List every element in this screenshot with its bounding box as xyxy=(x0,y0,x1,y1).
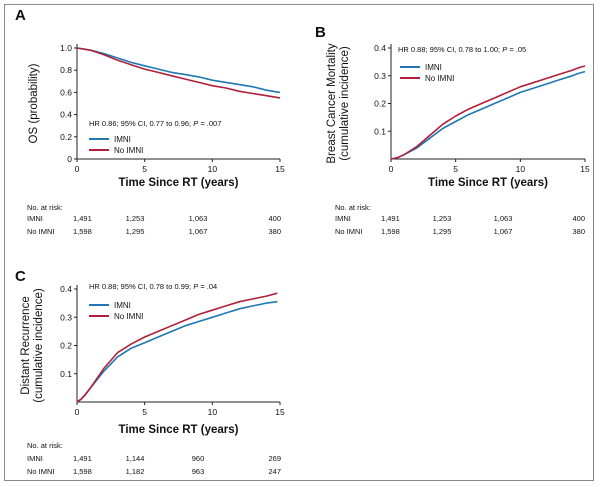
y-axis-title: OS (probability) xyxy=(28,63,40,143)
panel-letter: B xyxy=(315,24,326,41)
at-risk-header: No. at risk: xyxy=(27,441,63,450)
y-tick-label: 0.2 xyxy=(60,132,72,142)
series-line-imni xyxy=(390,70,586,160)
legend-label-no-imni: No IMNI xyxy=(114,312,143,321)
x-axis-title: Time Since RT (years) xyxy=(119,424,239,436)
x-tick-label: 0 xyxy=(75,164,80,174)
at-risk-row-label: No IMNI xyxy=(335,227,363,236)
hazard-ratio-annotation: HR 0.86; 95% CI, 0.77 to 0.96; P = .007 xyxy=(89,119,221,128)
at-risk-value: 247 xyxy=(268,467,281,476)
x-tick-label: 10 xyxy=(516,164,526,174)
x-tick-label: 5 xyxy=(142,407,147,417)
hazard-ratio-annotation: HR 0.88; 95% CI, 0.78 to 0.99; P = .04 xyxy=(89,282,217,291)
at-risk-row-label: No IMNI xyxy=(27,227,55,236)
legend-label-imni: IMNI xyxy=(114,301,131,310)
at-risk-value: 1,491 xyxy=(73,454,92,463)
at-risk-value: 1,598 xyxy=(381,227,400,236)
series-line-no-imni xyxy=(390,65,586,160)
at-risk-value: 1,182 xyxy=(126,467,145,476)
at-risk-value: 1,067 xyxy=(189,227,208,236)
y-tick-label: 0.3 xyxy=(374,71,386,81)
x-tick-label: 15 xyxy=(275,407,285,417)
at-risk-value: 380 xyxy=(572,227,585,236)
series-line-imni xyxy=(76,47,281,94)
legend-label-imni: IMNI xyxy=(425,63,442,72)
y-tick-label: 0.4 xyxy=(60,110,72,120)
y-tick-label: 0.8 xyxy=(60,65,72,75)
y-axis-title: Distant Recurrence(cumulative incidence) xyxy=(20,288,45,403)
km-curves-figure: A 0 0.2 0.4 0.6 0.8 1.0 0 5 10 15 Time Since RT (ye… xyxy=(15,7,590,476)
x-tick-label: 5 xyxy=(142,164,147,174)
at-risk-row-label: No IMNI xyxy=(27,467,55,476)
x-tick-label: 10 xyxy=(208,407,218,417)
x-axis-title: Time Since RT (years) xyxy=(428,177,548,189)
x-tick-label: 15 xyxy=(580,164,590,174)
figure-frame: A 0 0.2 0.4 0.6 0.8 1.0 0 5 10 15 Time Since RT (ye… xyxy=(4,4,594,481)
at-risk-value: 960 xyxy=(192,454,205,463)
legend-label-no-imni: No IMNI xyxy=(425,74,454,83)
x-tick-label: 0 xyxy=(389,164,394,174)
y-tick-label: 0.2 xyxy=(374,99,386,109)
y-tick-label: 1.0 xyxy=(60,43,72,53)
at-risk-row-label: IMNI xyxy=(27,454,43,463)
y-tick-label: 0.1 xyxy=(60,369,72,379)
y-tick-label: 0.2 xyxy=(60,341,72,351)
at-risk-value: 1,491 xyxy=(73,214,92,223)
legend-label-no-imni: No IMNI xyxy=(114,146,143,155)
y-tick-label: 0.4 xyxy=(374,43,386,53)
y-tick-label: 0.4 xyxy=(60,284,72,294)
at-risk-value: 1,295 xyxy=(126,227,145,236)
at-risk-value: 1,063 xyxy=(189,214,208,223)
y-axis-title: Breast Cancer Mortality(cumulative incid… xyxy=(326,43,351,163)
at-risk-row-label: IMNI xyxy=(27,214,43,223)
at-risk-value: 1,295 xyxy=(433,227,452,236)
at-risk-header: No. at risk: xyxy=(27,203,63,212)
at-risk-value: 1,598 xyxy=(73,467,92,476)
at-risk-value: 1,253 xyxy=(126,214,145,223)
at-risk-value: 1,067 xyxy=(494,227,513,236)
at-risk-value: 1,063 xyxy=(494,214,513,223)
x-tick-label: 5 xyxy=(453,164,458,174)
x-axis-title: Time Since RT (years) xyxy=(119,177,239,189)
hazard-ratio-annotation: HR 0.88; 95% CI, 0.78 to 1.00; P = .05 xyxy=(398,45,526,54)
x-tick-label: 10 xyxy=(208,164,218,174)
y-tick-label: 0.6 xyxy=(60,87,72,97)
at-risk-value: 1,253 xyxy=(433,214,452,223)
at-risk-value: 269 xyxy=(268,454,281,463)
at-risk-value: 400 xyxy=(572,214,585,223)
panel-c: C 0.1 0.2 0.3 0.4 0 5 10 15 Time Since RT (years)… xyxy=(15,268,285,476)
at-risk-value: 1,598 xyxy=(73,227,92,236)
at-risk-value: 400 xyxy=(268,214,281,223)
series-line-no-imni xyxy=(76,292,278,403)
x-tick-label: 15 xyxy=(275,164,285,174)
at-risk-header: No. at risk: xyxy=(335,203,371,212)
y-tick-label: 0 xyxy=(67,154,72,164)
series-line-no-imni xyxy=(76,47,281,99)
at-risk-value: 1,491 xyxy=(381,214,400,223)
panel-b: B 0.1 0.2 0.3 0.4 0 5 10 15 Time Since RT (years)… xyxy=(315,24,590,236)
y-tick-label: 0.1 xyxy=(374,126,386,136)
at-risk-row-label: IMNI xyxy=(335,214,351,223)
x-tick-label: 0 xyxy=(75,407,80,417)
legend-label-imni: IMNI xyxy=(114,135,131,144)
panel-a: A 0 0.2 0.4 0.6 0.8 1.0 0 5 10 15 Time Since RT (ye… xyxy=(15,7,285,236)
y-tick-label: 0.3 xyxy=(60,312,72,322)
at-risk-value: 1,144 xyxy=(126,454,145,463)
panel-letter: C xyxy=(15,268,26,285)
panel-letter: A xyxy=(15,7,26,24)
at-risk-value: 380 xyxy=(268,227,281,236)
at-risk-value: 963 xyxy=(192,467,205,476)
